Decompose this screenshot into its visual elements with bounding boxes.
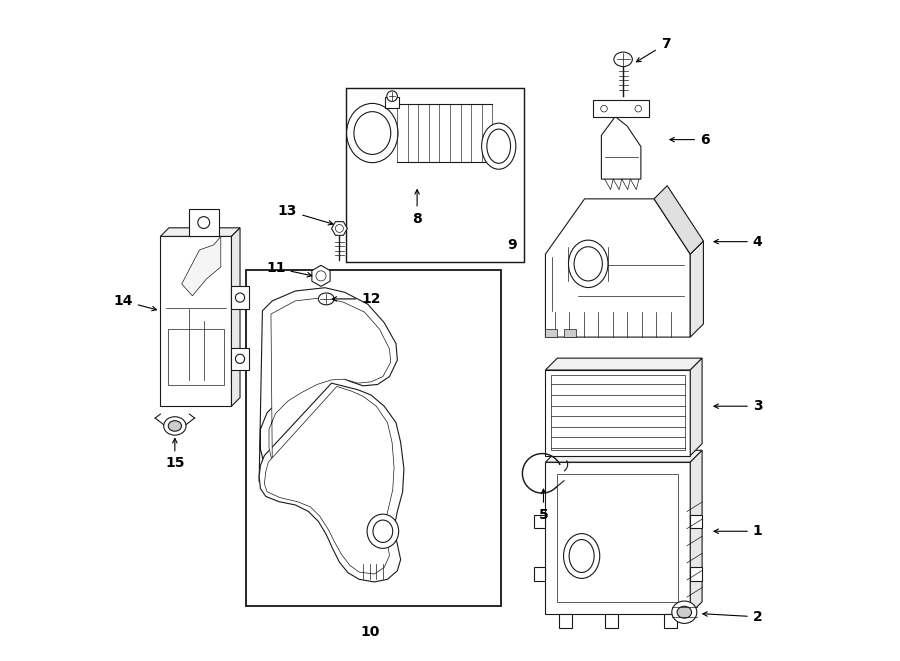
Ellipse shape [168,420,182,431]
FancyBboxPatch shape [545,462,690,613]
FancyBboxPatch shape [168,329,223,385]
Ellipse shape [367,514,399,549]
Polygon shape [545,199,690,337]
Circle shape [236,354,245,364]
Polygon shape [259,288,397,482]
Ellipse shape [614,52,633,67]
Text: 6: 6 [670,133,710,147]
Ellipse shape [569,240,608,288]
Circle shape [387,91,397,101]
Polygon shape [690,450,702,613]
Ellipse shape [574,247,602,281]
FancyBboxPatch shape [246,270,501,605]
Ellipse shape [487,129,510,163]
Text: 9: 9 [508,238,518,252]
FancyBboxPatch shape [593,100,649,116]
Polygon shape [269,297,391,462]
Polygon shape [545,450,702,462]
Polygon shape [545,358,702,370]
Circle shape [336,225,344,233]
Polygon shape [265,387,394,574]
Polygon shape [601,116,641,179]
Circle shape [236,293,245,302]
Polygon shape [534,567,545,580]
Ellipse shape [671,601,697,623]
Text: 13: 13 [278,204,333,225]
Ellipse shape [563,533,599,578]
Circle shape [316,271,326,281]
Polygon shape [690,515,702,528]
Circle shape [198,217,210,229]
Text: 2: 2 [703,610,762,624]
FancyBboxPatch shape [231,348,248,370]
Ellipse shape [569,539,594,572]
Polygon shape [534,515,545,528]
Polygon shape [331,221,347,235]
Polygon shape [160,228,240,237]
FancyBboxPatch shape [231,286,248,309]
Polygon shape [259,383,404,582]
Polygon shape [690,358,702,455]
Text: 11: 11 [266,261,311,277]
Ellipse shape [319,293,334,305]
Polygon shape [690,241,704,337]
Polygon shape [545,329,557,337]
Ellipse shape [354,112,391,155]
FancyBboxPatch shape [559,613,572,628]
Text: 10: 10 [360,625,380,639]
Text: 8: 8 [412,190,422,225]
Text: 4: 4 [714,235,762,249]
FancyBboxPatch shape [160,237,231,407]
Text: 12: 12 [332,292,381,306]
Ellipse shape [164,416,186,435]
Polygon shape [312,265,330,286]
FancyBboxPatch shape [545,370,690,455]
Polygon shape [654,186,704,254]
Text: 3: 3 [714,399,762,413]
Polygon shape [690,567,702,580]
FancyBboxPatch shape [605,613,617,628]
Text: 7: 7 [636,37,670,62]
Polygon shape [564,329,576,337]
Ellipse shape [346,103,398,163]
FancyBboxPatch shape [189,209,219,237]
Circle shape [600,105,608,112]
Text: 1: 1 [714,524,762,538]
Ellipse shape [482,123,516,169]
Ellipse shape [677,606,691,618]
FancyBboxPatch shape [557,474,679,602]
Polygon shape [182,237,220,296]
Polygon shape [231,228,240,407]
FancyBboxPatch shape [664,613,677,628]
Circle shape [635,105,642,112]
Text: 14: 14 [113,294,157,311]
FancyBboxPatch shape [385,97,399,108]
Text: 5: 5 [538,489,548,522]
Ellipse shape [373,520,392,543]
Text: 15: 15 [165,438,184,471]
